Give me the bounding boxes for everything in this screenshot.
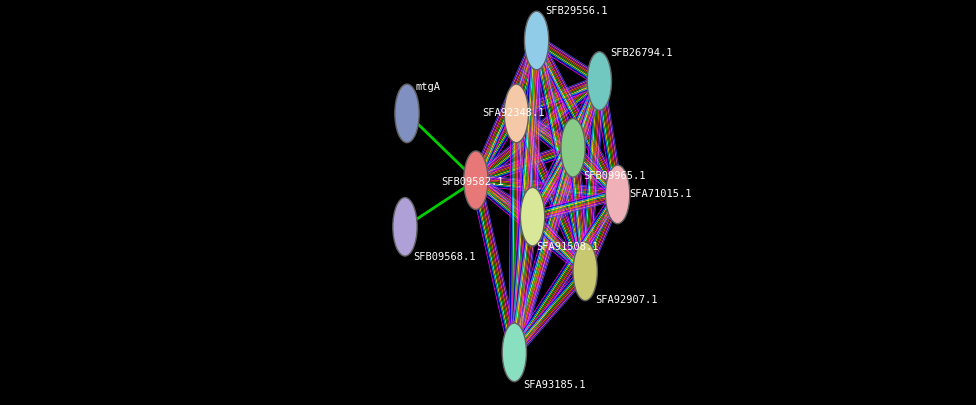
Ellipse shape bbox=[524, 11, 549, 70]
Ellipse shape bbox=[503, 323, 526, 382]
Text: SFA93185.1: SFA93185.1 bbox=[523, 380, 586, 390]
Ellipse shape bbox=[561, 119, 586, 177]
Text: SFA91508.1: SFA91508.1 bbox=[537, 242, 599, 252]
Ellipse shape bbox=[464, 151, 488, 209]
Text: SFB29556.1: SFB29556.1 bbox=[546, 6, 608, 16]
Ellipse shape bbox=[392, 198, 417, 256]
Text: SFA71015.1: SFA71015.1 bbox=[630, 190, 692, 199]
Text: SFA92907.1: SFA92907.1 bbox=[595, 295, 658, 305]
Text: SFB26794.1: SFB26794.1 bbox=[611, 49, 673, 58]
Ellipse shape bbox=[520, 188, 545, 246]
Ellipse shape bbox=[605, 165, 630, 224]
Text: SFB09582.1: SFB09582.1 bbox=[441, 177, 504, 187]
Ellipse shape bbox=[395, 84, 419, 143]
Text: SFB09965.1: SFB09965.1 bbox=[584, 171, 646, 181]
Text: mtgA: mtgA bbox=[416, 82, 441, 92]
Ellipse shape bbox=[588, 52, 612, 110]
Text: SFB09568.1: SFB09568.1 bbox=[413, 252, 475, 262]
Text: SFA92348.1: SFA92348.1 bbox=[482, 109, 545, 118]
Ellipse shape bbox=[573, 242, 597, 301]
Ellipse shape bbox=[505, 84, 528, 143]
